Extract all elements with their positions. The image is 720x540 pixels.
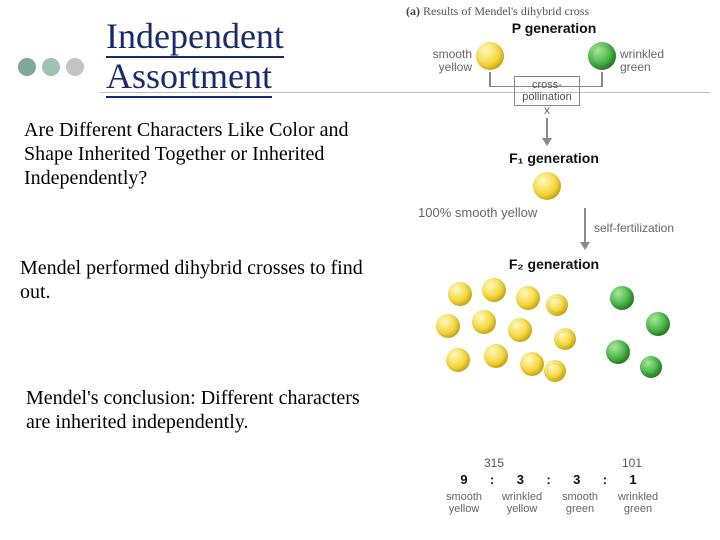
- f2-seed-smooth-green: [610, 286, 634, 310]
- p-left-label: smoothyellow: [416, 48, 472, 73]
- count-right: 101: [622, 456, 642, 470]
- cross-pollination-box: cross-pollination: [514, 76, 580, 106]
- bullet-3: [66, 58, 84, 76]
- f2-seed: [516, 286, 540, 310]
- f2-seed-wrinkled-yellow: [544, 360, 566, 382]
- f2-ratio: 9 : 3 : 3 : 1: [444, 472, 653, 487]
- self-fertilization-label: self-fertilization: [594, 222, 694, 235]
- cross-symbol: x: [538, 104, 556, 117]
- figure-caption: (a) Results of Mendel's dihybrid cross: [406, 4, 589, 19]
- f2-generation-label: F₂ generation: [388, 256, 720, 272]
- title-bullets: [18, 58, 84, 76]
- f2-seed-wrinkled-yellow: [554, 328, 576, 350]
- f2-seed: [446, 348, 470, 372]
- pheno-4: wrinkledgreen: [612, 492, 664, 515]
- conclusion-paragraph: Mendel's conclusion: Different character…: [26, 386, 370, 434]
- slide-title: Independent Assortment: [106, 18, 370, 98]
- title-line-1: Independent: [106, 18, 284, 58]
- f2-seed: [508, 318, 532, 342]
- f2-seed-wrinkled-yellow: [546, 294, 568, 316]
- f2-seed: [484, 344, 508, 368]
- f2-seed-wrinkled-green: [640, 356, 662, 378]
- f2-seed: [482, 278, 506, 302]
- f2-seed: [436, 314, 460, 338]
- p-right-label: wrinkledgreen: [620, 48, 676, 73]
- p-generation-label: P generation: [388, 20, 720, 36]
- p-seed-smooth-yellow: [476, 42, 504, 70]
- bullet-1: [18, 58, 36, 76]
- f1-seed: [533, 172, 561, 200]
- f2-seed: [520, 352, 544, 376]
- f2-seed-smooth-green: [646, 312, 670, 336]
- f2-seed: [472, 310, 496, 334]
- method-paragraph: Mendel performed dihybrid crosses to fin…: [20, 256, 370, 304]
- question-paragraph: Are Different Characters Like Color and …: [24, 118, 370, 190]
- pheno-1: smoothyellow: [438, 492, 490, 515]
- bullet-2: [42, 58, 60, 76]
- pheno-3: smoothgreen: [554, 492, 606, 515]
- dihybrid-diagram: (a) Results of Mendel's dihybrid cross P…: [388, 0, 720, 540]
- f1-text: 100% smooth yellow: [418, 206, 578, 220]
- f1-generation-label: F₁ generation: [388, 150, 720, 166]
- p-seed-wrinkled-green: [588, 42, 616, 70]
- pheno-2: wrinkledyellow: [496, 492, 548, 515]
- count-left: 315: [484, 456, 504, 470]
- f2-seed: [448, 282, 472, 306]
- f2-seed-smooth-green: [606, 340, 630, 364]
